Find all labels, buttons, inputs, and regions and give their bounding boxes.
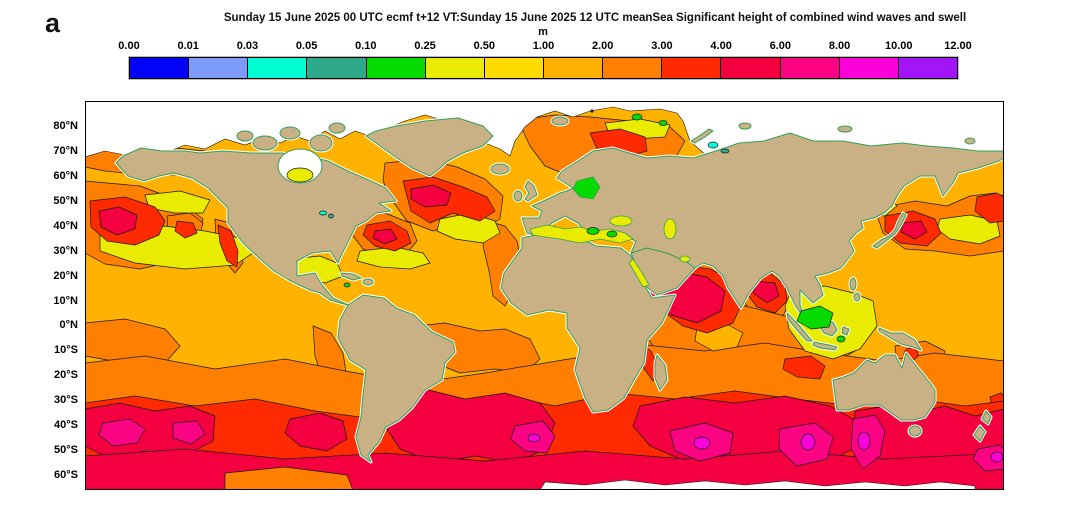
colorbar-tick: 8.00 [828,40,851,52]
java-sea-patch [836,335,846,343]
latitude-axis: 80°N 70°N 60°N 50°N 40°N 30°N 20°N 10°N 0°N 10°S 2… [30,0,78,510]
kara-sea-patch [707,141,719,149]
colorbar-cell [189,58,249,78]
colorbar-tick: 0.10 [355,40,377,52]
black-sea [609,215,633,227]
colorbar-cell [130,58,190,78]
latitude-label: 60°S [54,469,78,482]
adriatic-patch [586,227,600,235]
barents-green-patch [631,113,643,121]
latitude-label: 50°S [54,444,78,457]
mediterranean-sea [529,224,634,244]
colorbar-tick: 0.01 [177,40,199,52]
colorbar-cell [721,58,781,78]
antarctic-ice-region [539,479,976,490]
colorbar-cell [780,58,840,78]
latitude-label: 30°N [53,244,78,257]
indonesia-calm-patch [796,305,834,330]
colorbar-tick-labels: 0.00 0.01 0.03 0.05 0.10 0.25 0.50 1.00 2.00 3.00… [118,40,971,54]
colorbar-tick: 1.00 [532,40,555,52]
colorbar-tick: 0.50 [473,40,495,52]
caspian-sea [663,218,677,240]
inland-seas [277,113,846,343]
latitude-label: 0°N [59,319,78,332]
latitude-label: 70°N [53,144,78,157]
wave-region-bottom-orange [224,466,354,490]
latitude-label: 20°N [53,269,78,282]
colorbar [128,56,959,80]
colorbar-unit: m [538,26,548,38]
latitude-label: 40°N [53,219,78,232]
colorbar-tick: 0.00 [118,40,140,52]
persian-gulf [679,255,691,263]
wave-region-8-10m [527,431,1004,463]
map-svg [85,101,1004,490]
baltic-sea [572,176,601,200]
colorbar-tick: 0.25 [414,40,436,52]
colorbar-cell [543,58,604,78]
latitude-label: 80°N [53,120,78,132]
latitude-label: 60°N [53,169,78,182]
red-sea [628,258,650,288]
latitude-label: 50°N [53,194,78,207]
barents-green-patch-2 [658,120,668,126]
colorbar-tick: 2.00 [591,40,614,52]
colorbar-tick: 4.00 [710,40,732,52]
colorbar-tick: 0.03 [236,40,259,52]
colorbar-cell [839,58,899,78]
colorbar-cell [425,58,485,78]
colorbar-tick: 12.00 [944,40,972,52]
colorbar-cell [248,58,308,78]
colorbar-cell [603,58,663,78]
latitude-label: 10°S [54,344,78,357]
latitude-label: 20°S [54,369,78,382]
hudson-bay-waves [286,167,314,183]
latitude-label: 30°S [54,394,78,407]
colorbar-cell [662,58,722,78]
colorbar-cell [307,58,367,78]
map-frame [85,101,1004,490]
world-wave-map [85,101,1004,490]
aegean-patch [606,230,618,238]
colorbar-tick: 6.00 [769,40,792,52]
caribbean-patch [343,282,351,288]
latitude-label: 40°S [54,419,78,432]
panel-label: a [45,8,61,38]
kara-sea-patch-2 [720,148,730,154]
colorbar-tick: 0.05 [295,40,318,52]
colorbar-tick: 3.00 [651,40,673,52]
latitude-label: 10°N [53,294,78,307]
colorbar-cell [366,58,426,78]
map-artifact-dot [590,109,594,113]
chart-title: Sunday 15 June 2025 00 UTC ecmf t+12 VT:… [223,12,967,24]
colorbar-cell [898,58,957,78]
great-lakes-east [328,213,334,219]
colorbar-cell [484,58,544,78]
colorbar-tick: 10.00 [885,40,913,52]
great-lakes-west [319,210,327,216]
